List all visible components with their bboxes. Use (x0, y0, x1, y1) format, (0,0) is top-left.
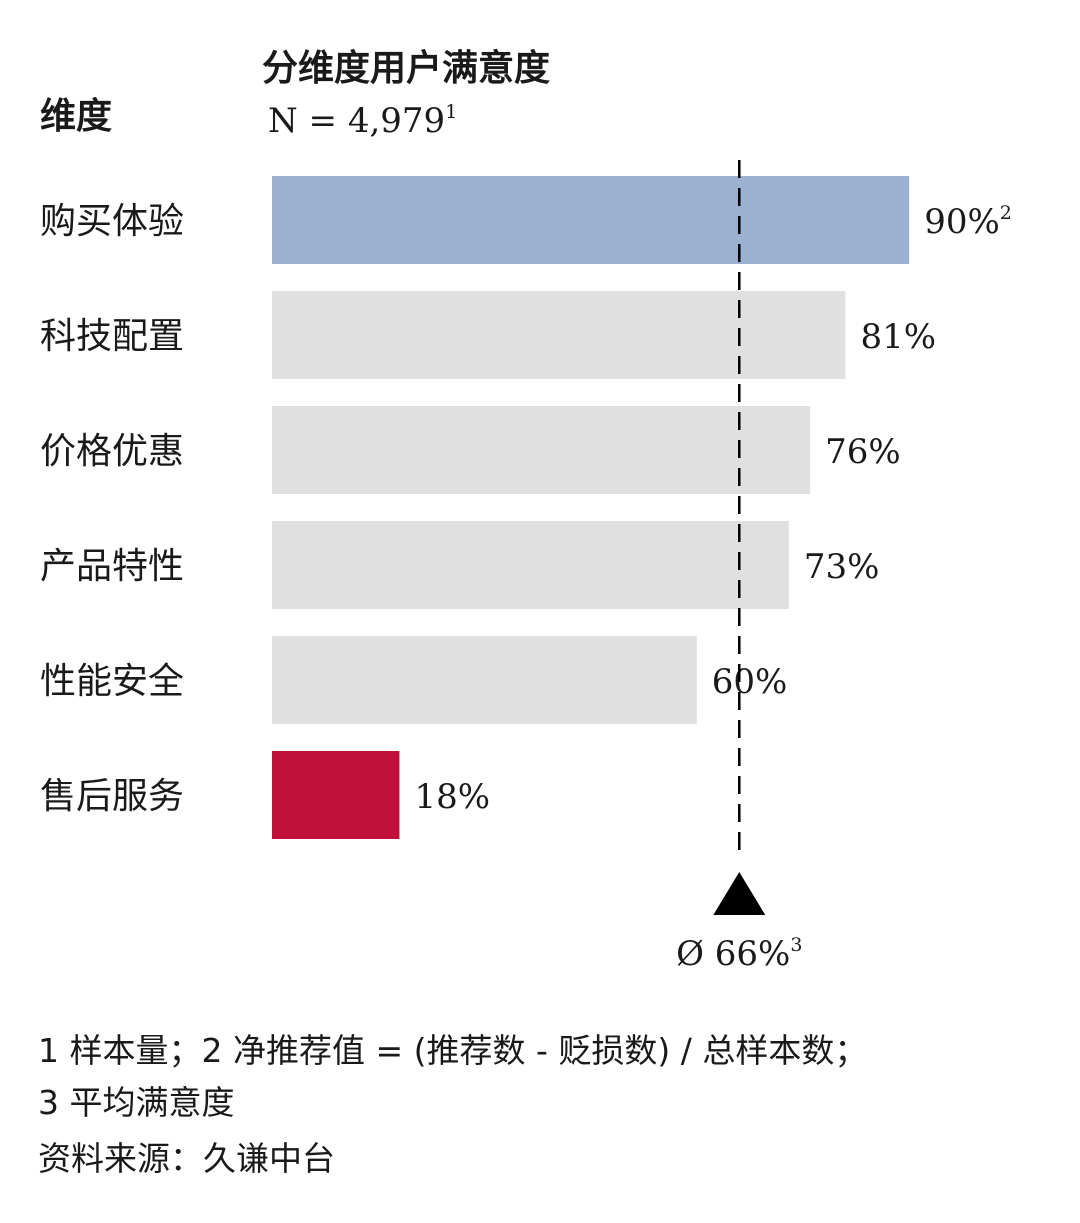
value-label: 18% (414, 777, 490, 817)
category-label: 性能安全 (40, 661, 184, 702)
value-label-text: 73% (804, 547, 880, 587)
footnote-line-2: 3 平均满意度 (38, 1083, 235, 1122)
value-label: 81% (860, 317, 936, 357)
source-note: 资料来源：久谦中台 (38, 1139, 335, 1178)
value-label: 73% (804, 547, 880, 587)
value-label-text: 90% (924, 202, 1000, 242)
bar (272, 751, 400, 839)
bar (272, 521, 789, 609)
bar (272, 406, 811, 494)
value-label-text: 76% (825, 432, 901, 472)
bar (272, 291, 846, 379)
chart-title: 分维度用户满意度 (262, 48, 550, 89)
value-label: 90%2 (924, 202, 1012, 242)
average-marker-triangle-icon (713, 872, 766, 915)
value-label: 76% (825, 432, 901, 472)
bars-layer: 购买体验 90%2 科技配置 81% 价格优惠 76% 产品特性 73% 性能安全 60% 售后服务… (40, 176, 1012, 839)
category-label: 购买体验 (40, 201, 184, 242)
footnote-line-1: 1 样本量；2 净推荐值 = (推荐数 - 贬损数) / 总样本数； (38, 1031, 867, 1070)
value-label-text: 60% (712, 662, 788, 702)
sample-size: N = 4,9791 (268, 101, 457, 141)
dimension-header: 维度 (40, 96, 112, 137)
average-label-text: Ø 66% (676, 934, 790, 974)
sample-size-text: N = 4,979 (268, 101, 445, 141)
sample-size-footnote-ref: 1 (445, 101, 457, 123)
category-label: 产品特性 (40, 546, 184, 587)
average-footnote-ref: 3 (790, 934, 802, 956)
value-label-text: 81% (860, 317, 936, 357)
bar (272, 176, 910, 264)
average-label: Ø 66%3 (676, 934, 802, 974)
bar (272, 636, 697, 724)
category-label: 科技配置 (40, 316, 184, 357)
category-label: 售后服务 (40, 776, 184, 817)
category-label: 价格优惠 (40, 431, 184, 472)
value-label-footnote-ref: 2 (1000, 202, 1012, 224)
value-label-text: 18% (414, 777, 490, 817)
value-label: 60% (712, 662, 788, 702)
